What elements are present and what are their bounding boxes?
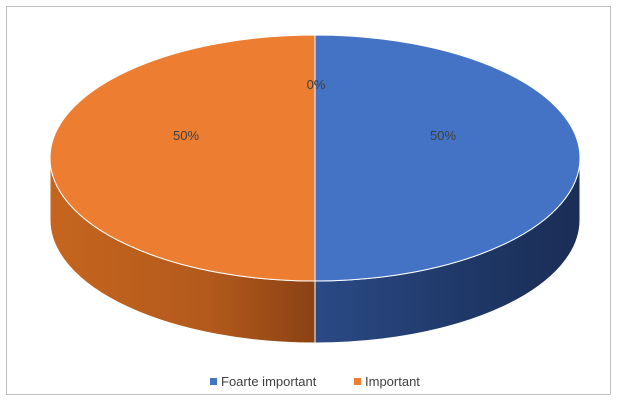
data-label-foarte-important: 50% xyxy=(430,128,456,143)
chart-legend: Foarte important Important xyxy=(210,374,420,389)
pie-tops xyxy=(49,34,581,282)
legend-label-important: Important xyxy=(365,374,420,389)
data-label-important: 50% xyxy=(173,128,199,143)
pie-slice-important xyxy=(49,34,316,282)
pie-slice-foarte-important xyxy=(314,34,581,282)
legend-swatch-foarte-important xyxy=(210,378,217,385)
legend-label-foarte-important: Foarte important xyxy=(221,374,317,389)
legend-swatch-important xyxy=(354,378,361,385)
data-label-zero: 0% xyxy=(307,77,326,92)
